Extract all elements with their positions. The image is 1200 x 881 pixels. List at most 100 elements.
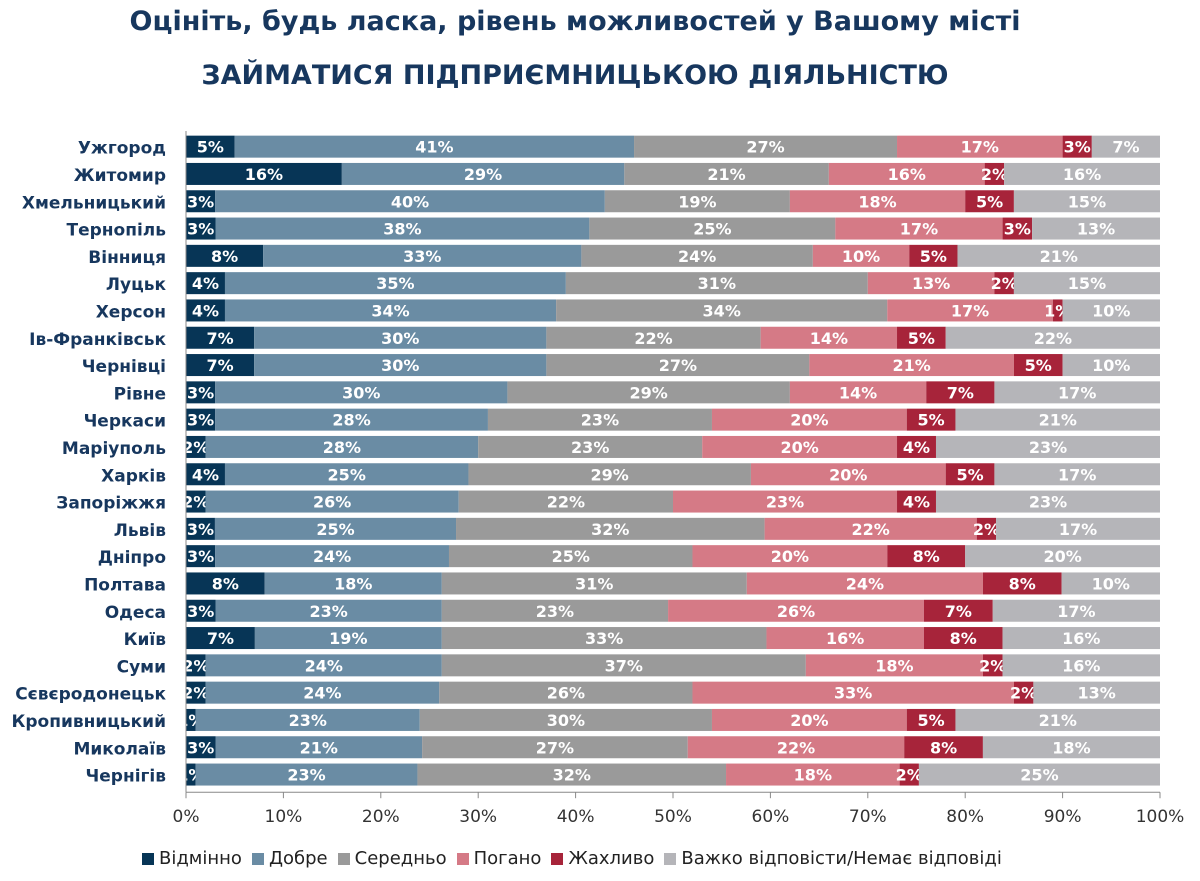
data-label: 25% — [316, 520, 354, 539]
data-label: 20% — [771, 547, 809, 566]
bar-segment — [702, 435, 898, 458]
data-label: 41% — [415, 138, 453, 157]
bar-segment — [589, 217, 836, 240]
data-label: 26% — [777, 602, 815, 621]
data-label: 10% — [1092, 356, 1130, 375]
data-label: 3% — [187, 547, 214, 566]
bar-segment — [186, 463, 225, 486]
data-label: 8% — [930, 738, 957, 757]
bar-segment — [994, 463, 1160, 486]
data-label: 15% — [1068, 274, 1106, 293]
data-label: 32% — [553, 766, 591, 785]
bar-segment — [812, 244, 910, 267]
bar-segment — [899, 763, 919, 786]
bar-segment — [468, 463, 751, 486]
data-label: 2% — [182, 438, 209, 457]
bar-segment — [835, 217, 1003, 240]
data-label: 16% — [245, 165, 283, 184]
chart-title-line1: Оцініть, будь ласка, рівень можливостей … — [129, 6, 1021, 37]
data-label: 5% — [920, 247, 947, 266]
bar-segment — [186, 763, 196, 786]
data-label: 4% — [192, 465, 219, 484]
data-label: 3% — [187, 602, 214, 621]
data-label: 21% — [1040, 247, 1078, 266]
bar-segment — [957, 244, 1160, 267]
data-label: 2% — [1010, 684, 1037, 703]
data-label: 24% — [305, 656, 343, 675]
data-label: 8% — [212, 574, 239, 593]
bar-segment — [809, 354, 1014, 377]
bar-segment — [897, 135, 1063, 158]
legend-label: Погано — [473, 848, 542, 869]
bar-segment — [897, 435, 936, 458]
bar-segment — [186, 217, 216, 240]
bar-segment — [994, 272, 1014, 295]
data-label: 20% — [1043, 547, 1081, 566]
data-label: 17% — [1057, 602, 1095, 621]
bar-segment — [935, 490, 1160, 513]
bar-segment — [215, 408, 488, 431]
data-label: 24% — [678, 247, 716, 266]
data-label: 7% — [1112, 138, 1139, 157]
data-label: 32% — [591, 520, 629, 539]
data-label: 2% — [981, 165, 1008, 184]
legend-swatch — [664, 852, 677, 865]
x-tick-label: 90% — [1044, 807, 1082, 827]
bar-segment — [254, 354, 547, 377]
data-label: 7% — [207, 629, 234, 648]
bar-segment — [1091, 135, 1160, 158]
data-label: 22% — [634, 329, 672, 348]
x-tick-label: 70% — [849, 807, 887, 827]
bar-segment — [224, 463, 469, 486]
data-label: 33% — [834, 684, 872, 703]
bar-segment — [1013, 190, 1160, 213]
bar-segment — [982, 736, 1160, 759]
data-label: 16% — [1063, 165, 1101, 184]
bar-segment — [906, 708, 956, 731]
category-label: Харків — [101, 466, 166, 486]
bar-segment — [186, 190, 216, 213]
bar-segment — [1013, 354, 1063, 377]
bar-segment — [965, 545, 1160, 568]
category-label: Хмельницький — [22, 193, 166, 213]
data-label: 16% — [1062, 629, 1100, 648]
data-label: 40% — [391, 192, 429, 211]
data-label: 22% — [547, 493, 585, 512]
data-label: 22% — [852, 520, 890, 539]
data-label: 3% — [187, 220, 214, 239]
bar-segment — [923, 627, 1003, 650]
bar-segment — [805, 654, 983, 677]
bar-segment — [1002, 654, 1160, 677]
bar-segment — [996, 517, 1160, 540]
bar-segment — [692, 681, 1014, 704]
bar-segment — [186, 517, 215, 540]
data-label: 2% — [973, 520, 1000, 539]
bar-segment — [965, 190, 1014, 213]
data-label: 22% — [777, 738, 815, 757]
data-label: 30% — [381, 356, 419, 375]
category-label: Полтава — [84, 575, 166, 595]
bar-segment — [726, 763, 900, 786]
bar-segment — [766, 627, 924, 650]
bar-segment — [264, 572, 442, 595]
data-label: 20% — [790, 711, 828, 730]
data-label: 4% — [903, 493, 930, 512]
category-label: Житомир — [74, 166, 166, 186]
bar-segment — [224, 299, 557, 322]
data-label: 37% — [605, 656, 643, 675]
bar-segment — [992, 599, 1160, 622]
legend-swatch — [142, 852, 154, 865]
category-label: Дніпро — [98, 548, 166, 568]
data-label: 21% — [892, 356, 930, 375]
data-label: 23% — [571, 438, 609, 457]
category-label: Вінниця — [88, 248, 166, 268]
legend-swatch — [456, 852, 469, 865]
bar-segment — [565, 272, 868, 295]
data-label: 21% — [300, 738, 338, 757]
bar-segment — [904, 736, 983, 759]
data-label: 19% — [329, 629, 367, 648]
data-label: 30% — [547, 711, 585, 730]
bar-segment — [205, 490, 459, 513]
bar-segment — [458, 490, 673, 513]
data-label: 31% — [698, 274, 736, 293]
